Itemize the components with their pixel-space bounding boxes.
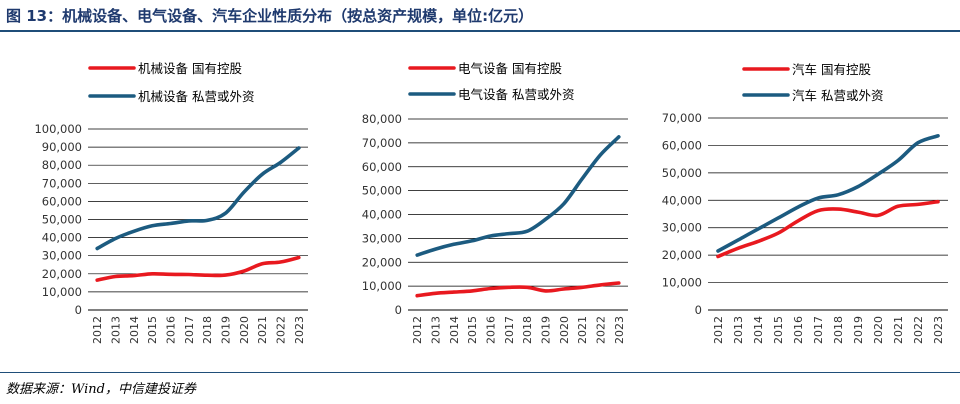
x-tick-label: 2020 (558, 316, 571, 344)
y-tick-label: 30,000 (42, 249, 82, 263)
x-tick-label: 2020 (238, 316, 251, 344)
x-tick-label: 2019 (540, 316, 553, 344)
x-tick-label: 2016 (792, 316, 805, 344)
x-tick-label: 2014 (448, 316, 461, 344)
y-tick-label: 50,000 (662, 166, 702, 180)
x-tick-label: 2014 (128, 316, 141, 344)
y-tick-label: 20,000 (662, 248, 702, 262)
y-tick-label: 100,000 (34, 122, 82, 136)
x-tick-label: 2022 (912, 316, 925, 344)
y-tick-label: 90,000 (42, 140, 82, 154)
y-tick-label: 40,000 (662, 193, 702, 207)
y-tick-label: 70,000 (362, 136, 402, 150)
series-line-private-foreign (415, 135, 621, 257)
x-tick-label: 2018 (832, 316, 845, 344)
x-tick-label: 2023 (932, 316, 945, 344)
x-tick-label: 2021 (892, 316, 905, 344)
y-tick-label: 80,000 (42, 158, 82, 172)
y-tick-label: 80,000 (362, 112, 402, 126)
y-tick-label: 70,000 (42, 176, 82, 190)
y-tick-label: 0 (395, 303, 402, 317)
legend-label-private-foreign: 机械设备 私营或外资 (138, 89, 254, 104)
series-line-state-owned (95, 255, 301, 282)
y-tick-label: 30,000 (662, 221, 702, 235)
y-tick-label: 70,000 (662, 111, 702, 125)
series-line-state-owned (415, 281, 621, 298)
y-tick-label: 60,000 (362, 160, 402, 174)
y-tick-label: 10,000 (662, 276, 702, 290)
y-tick-label: 20,000 (42, 267, 82, 281)
series-line-state-owned (716, 199, 940, 259)
y-tick-label: 40,000 (42, 231, 82, 245)
legend-label-state-owned: 机械设备 国有控股 (138, 61, 242, 76)
x-tick-label: 2017 (812, 316, 825, 344)
y-tick-label: 40,000 (362, 208, 402, 222)
x-tick-label: 2020 (872, 316, 885, 344)
x-tick-label: 2015 (146, 316, 159, 344)
x-tick-label: 2012 (91, 316, 104, 344)
x-tick-label: 2015 (772, 316, 785, 344)
y-tick-label: 50,000 (362, 184, 402, 198)
y-tick-label: 0 (75, 303, 82, 317)
x-tick-label: 2014 (752, 316, 765, 344)
x-tick-label: 2015 (466, 316, 479, 344)
x-tick-label: 2013 (732, 316, 745, 344)
legend-label-state-owned: 汽车 国有控股 (792, 62, 871, 77)
y-tick-label: 10,000 (42, 285, 82, 299)
y-tick-label: 30,000 (362, 231, 402, 245)
series-line-private-foreign (95, 146, 301, 251)
series-line-private-foreign (716, 134, 940, 253)
x-tick-label: 2013 (430, 316, 443, 344)
x-tick-label: 2017 (183, 316, 196, 344)
y-tick-label: 20,000 (362, 255, 402, 269)
x-tick-label: 2013 (110, 316, 123, 344)
x-tick-label: 2021 (256, 316, 269, 344)
y-tick-label: 10,000 (362, 279, 402, 293)
x-tick-label: 2018 (201, 316, 214, 344)
legend-label-private-foreign: 电气设备 私营或外资 (458, 87, 574, 102)
x-tick-label: 2017 (503, 316, 516, 344)
x-tick-label: 2012 (712, 316, 725, 344)
y-tick-label: 0 (695, 303, 702, 317)
x-tick-label: 2023 (613, 316, 626, 344)
source-note: 数据来源：Wind，中信建投证券 (6, 382, 196, 397)
legend-label-state-owned: 电气设备 国有控股 (458, 61, 562, 76)
bottom-rule (0, 372, 960, 373)
x-tick-label: 2012 (411, 316, 424, 344)
y-tick-label: 60,000 (42, 194, 82, 208)
legend-label-private-foreign: 汽车 私营或外资 (792, 88, 883, 103)
x-tick-label: 2019 (852, 316, 865, 344)
x-tick-label: 2019 (220, 316, 233, 344)
x-tick-label: 2022 (595, 316, 608, 344)
x-tick-label: 2022 (275, 316, 288, 344)
figure-title: 图 13：机械设备、电气设备、汽车企业性质分布（按总资产规模，单位:亿元） (6, 7, 534, 25)
y-tick-label: 60,000 (662, 138, 702, 152)
x-tick-label: 2016 (485, 316, 498, 344)
x-tick-label: 2021 (576, 316, 589, 344)
x-tick-label: 2018 (521, 316, 534, 344)
x-tick-label: 2023 (293, 316, 306, 344)
y-tick-label: 50,000 (42, 213, 82, 227)
x-tick-label: 2016 (165, 316, 178, 344)
top-rule (0, 30, 960, 32)
